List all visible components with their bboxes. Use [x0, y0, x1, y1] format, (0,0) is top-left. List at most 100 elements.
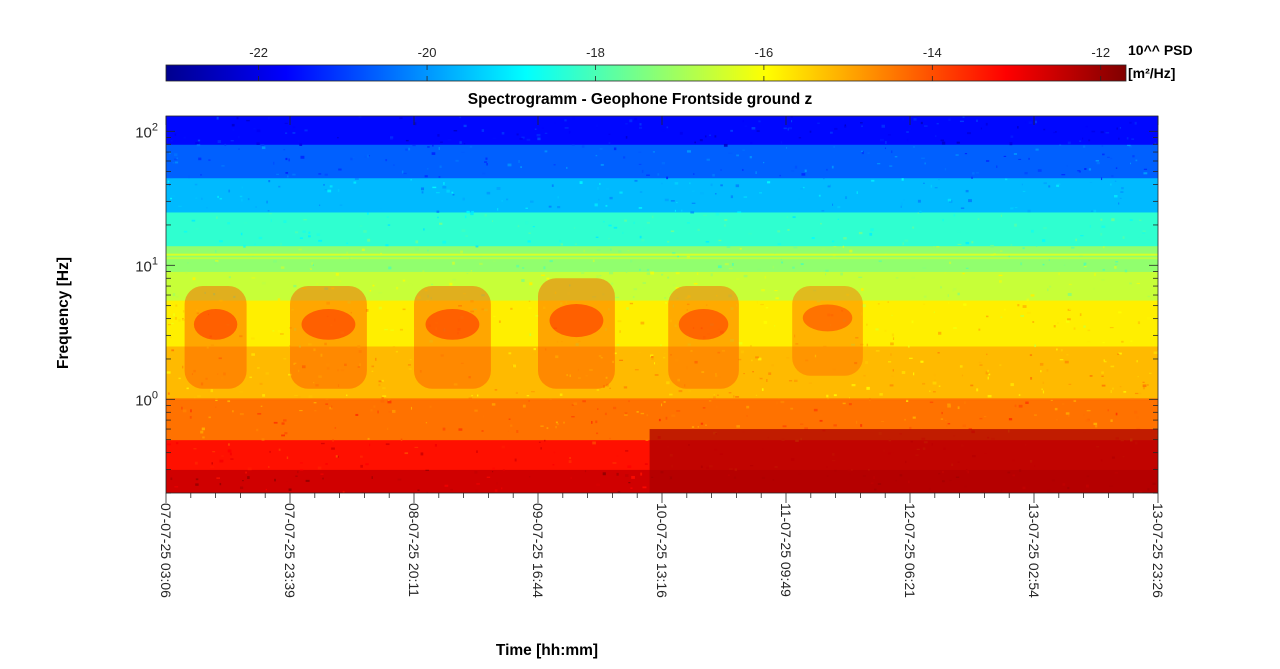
noise-speck — [669, 293, 671, 295]
noise-speck — [380, 400, 385, 403]
noise-speck — [308, 231, 311, 234]
noise-speck — [619, 191, 623, 194]
noise-speck — [404, 452, 409, 455]
noise-speck — [506, 198, 509, 201]
noise-speck — [175, 442, 179, 445]
noise-speck — [619, 359, 624, 361]
noise-speck — [427, 145, 430, 148]
noise-speck — [947, 294, 949, 297]
noise-speck — [516, 430, 519, 433]
noise-speck — [792, 216, 796, 219]
y-tick-exponent: 0 — [152, 389, 158, 401]
noise-speck — [686, 150, 691, 153]
noise-speck — [675, 287, 680, 289]
noise-speck — [385, 159, 388, 162]
noise-speck — [217, 140, 221, 144]
noise-speck — [813, 289, 817, 292]
noise-speck — [481, 129, 485, 132]
noise-speck — [736, 154, 739, 157]
noise-speck — [808, 382, 812, 384]
noise-speck — [750, 142, 753, 144]
noise-speck — [625, 450, 629, 452]
noise-speck — [280, 266, 285, 269]
noise-speck — [1067, 414, 1070, 417]
noise-speck — [325, 463, 328, 465]
noise-speck — [860, 122, 863, 124]
noise-speck — [686, 222, 690, 224]
noise-speck — [1128, 145, 1132, 148]
noise-speck — [247, 467, 252, 471]
noise-speck — [690, 349, 693, 352]
noise-speck — [273, 421, 278, 424]
noise-speck — [297, 396, 301, 398]
noise-speck — [486, 476, 491, 478]
noise-speck — [220, 376, 224, 380]
noise-speck — [1013, 207, 1018, 209]
noise-speck — [361, 248, 365, 252]
spectral-line — [166, 398, 1158, 401]
noise-speck — [544, 348, 547, 351]
noise-speck — [859, 343, 864, 346]
noise-speck — [578, 340, 581, 342]
noise-speck — [790, 407, 794, 410]
noise-speck — [1073, 398, 1077, 402]
noise-speck — [299, 143, 303, 146]
noise-speck — [1084, 168, 1087, 170]
noise-speck — [714, 135, 717, 138]
noise-speck — [1079, 140, 1082, 142]
noise-speck — [597, 408, 599, 410]
noise-speck — [491, 471, 494, 473]
noise-speck — [681, 209, 683, 212]
noise-speck — [302, 230, 306, 233]
noise-speck — [284, 122, 288, 124]
noise-speck — [254, 243, 256, 245]
noise-speck — [648, 270, 651, 272]
noise-speck — [239, 486, 244, 490]
noise-speck — [481, 429, 484, 432]
noise-speck — [795, 343, 799, 345]
noise-speck — [1048, 258, 1050, 261]
noise-speck — [1058, 272, 1060, 276]
noise-speck — [953, 214, 956, 217]
noise-speck — [543, 266, 546, 270]
noise-speck — [308, 395, 313, 398]
noise-speck — [860, 288, 864, 291]
noise-speck — [771, 364, 775, 367]
noise-speck — [940, 418, 944, 420]
noise-speck — [239, 391, 244, 393]
noise-speck — [630, 259, 633, 263]
noise-speck — [413, 122, 417, 126]
noise-speck — [1113, 195, 1118, 198]
noise-speck — [821, 270, 823, 272]
noise-speck — [716, 295, 718, 297]
noise-speck — [1020, 262, 1023, 266]
noise-speck — [273, 260, 277, 263]
noise-speck — [461, 229, 466, 232]
noise-speck — [232, 128, 235, 131]
noise-speck — [529, 333, 532, 337]
spectrogram-image — [166, 116, 1158, 493]
noise-speck — [191, 373, 194, 376]
noise-speck — [756, 130, 760, 132]
noise-speck — [176, 157, 179, 160]
noise-speck — [375, 357, 377, 361]
noise-speck — [667, 240, 670, 243]
noise-speck — [491, 403, 496, 406]
noise-speck — [902, 117, 904, 121]
noise-speck — [829, 131, 833, 134]
noise-speck — [311, 262, 314, 265]
noise-speck — [697, 228, 700, 231]
noise-speck — [1153, 351, 1158, 354]
noise-speck — [216, 116, 219, 120]
noise-speck — [325, 403, 329, 405]
noise-speck — [566, 166, 568, 169]
noise-speck — [564, 119, 567, 122]
noise-speck — [292, 128, 297, 130]
noise-speck — [613, 147, 617, 151]
noise-speck — [900, 205, 902, 208]
noise-speck — [247, 198, 250, 201]
noise-speck — [742, 168, 744, 171]
noise-speck — [183, 230, 188, 233]
y-tick-label: 101 — [135, 255, 158, 275]
noise-speck — [401, 170, 404, 174]
